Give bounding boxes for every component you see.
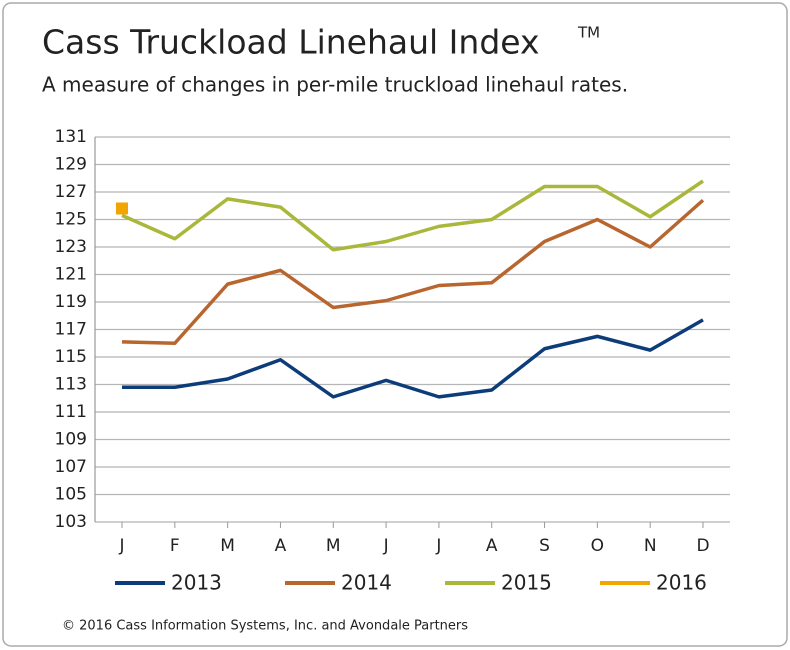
x-tick-label: J (435, 536, 441, 556)
chart-title: Cass Truckload Linehaul Index (42, 23, 540, 62)
x-tick-label: A (275, 536, 287, 556)
y-tick-label: 103 (55, 512, 87, 532)
series-line (121, 179, 704, 252)
y-tick-label: 117 (55, 320, 87, 340)
y-tick-label: 131 (55, 127, 87, 147)
legend-label: 2014 (341, 571, 392, 595)
series-line (121, 198, 705, 345)
y-tick-label: 109 (55, 430, 87, 450)
y-tick-label: 115 (55, 347, 87, 367)
y-tick-label: 111 (55, 402, 87, 422)
x-tick-label: S (539, 536, 550, 556)
y-tick-label: 107 (55, 457, 87, 477)
legend-label: 2013 (171, 571, 222, 595)
x-tick-label: F (170, 536, 180, 556)
legend-label: 2015 (501, 571, 552, 595)
x-tick-label: D (696, 536, 709, 556)
x-tick-label: J (383, 536, 389, 556)
y-tick-label: 123 (55, 237, 87, 257)
x-tick-label: O (591, 536, 604, 556)
y-tick-label: 127 (55, 182, 87, 202)
y-tick-label: 105 (55, 485, 87, 505)
y-tick-label: 125 (55, 210, 87, 230)
y-tick-label: 113 (55, 375, 87, 395)
x-tick-label: M (326, 536, 341, 556)
series-line (122, 318, 704, 399)
footer: © 2016 Cass Information Systems, Inc. an… (62, 619, 468, 634)
x-tick-label: N (644, 536, 657, 556)
y-tick-label: 119 (55, 292, 87, 312)
legend-label: 2016 (656, 571, 707, 595)
x-tick-label: J (118, 536, 124, 556)
x-tick-label: M (220, 536, 235, 556)
chart-subtitle: A measure of changes in per-mile trucklo… (42, 73, 628, 97)
x-tick-label: A (486, 536, 498, 556)
point-marker (116, 202, 128, 215)
y-tick-label: 121 (55, 265, 87, 285)
y-tick-label: 129 (55, 155, 87, 175)
title-mark: TM (577, 24, 600, 42)
